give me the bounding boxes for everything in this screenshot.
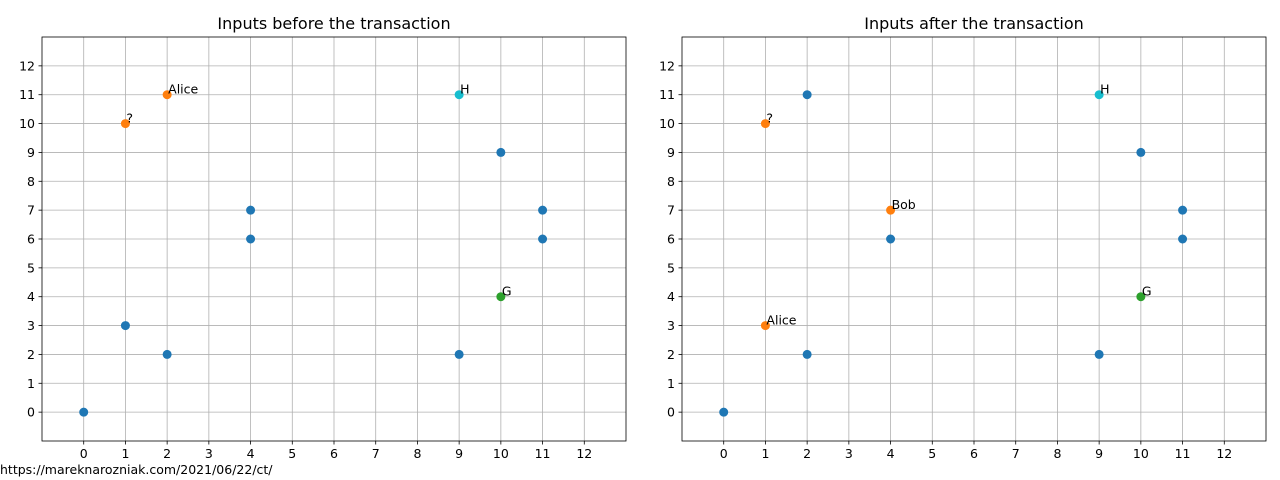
data-point: [120, 321, 130, 331]
x-tick-label: 8: [1053, 446, 1061, 461]
y-tick-label: 4: [667, 289, 675, 304]
point-label: Alice: [766, 313, 796, 328]
y-tick-label: 11: [659, 87, 675, 102]
x-tick-label: 9: [455, 446, 463, 461]
data-point: [1094, 90, 1104, 100]
y-tick-label: 11: [19, 87, 35, 102]
data-point: [162, 90, 172, 100]
data-point: [496, 292, 506, 302]
y-tick-label: 12: [659, 58, 675, 73]
point-label: Bob: [892, 197, 916, 212]
y-tick-label: 6: [27, 232, 35, 247]
x-tick-label: 12: [1216, 446, 1232, 461]
x-tick-label: 4: [887, 446, 895, 461]
x-tick-label: 3: [845, 446, 853, 461]
data-point: [886, 205, 896, 215]
source-url: https://mareknarozniak.com/2021/06/22/ct…: [0, 462, 273, 477]
data-point: [79, 407, 89, 417]
point-label: Alice: [168, 82, 198, 97]
y-tick-label: 10: [19, 116, 35, 131]
y-tick-label: 7: [667, 203, 675, 218]
y-tick-label: 10: [659, 116, 675, 131]
x-tick-label: 12: [576, 446, 592, 461]
data-point: [719, 407, 729, 417]
data-point: [760, 119, 770, 129]
y-tick-label: 3: [27, 318, 35, 333]
y-tick-label: 9: [27, 145, 35, 160]
x-tick-label: 5: [288, 446, 296, 461]
y-tick-label: 2: [667, 347, 675, 362]
y-tick-label: 3: [667, 318, 675, 333]
data-point: [886, 234, 896, 244]
x-tick-label: 2: [163, 446, 171, 461]
data-point: [802, 349, 812, 359]
x-tick-label: 0: [80, 446, 88, 461]
x-tick-label: 0: [720, 446, 728, 461]
data-point: [1094, 349, 1104, 359]
point-label: H: [460, 82, 469, 97]
point-label: ?: [126, 111, 133, 126]
x-tick-label: 6: [970, 446, 978, 461]
data-point: [496, 147, 506, 157]
x-tick-label: 5: [928, 446, 936, 461]
x-tick-label: 11: [1175, 446, 1191, 461]
y-tick-label: 1: [27, 376, 35, 391]
chart-title: Inputs before the transaction: [217, 14, 450, 33]
y-tick-label: 4: [27, 289, 35, 304]
data-point: [246, 205, 256, 215]
x-tick-label: 6: [330, 446, 338, 461]
y-tick-label: 2: [27, 347, 35, 362]
x-tick-label: 7: [372, 446, 380, 461]
data-point: [1178, 234, 1188, 244]
data-point: [1136, 292, 1146, 302]
point-label: G: [1142, 284, 1152, 299]
point-label: ?: [766, 111, 773, 126]
data-point: [538, 205, 548, 215]
y-tick-label: 9: [667, 145, 675, 160]
x-tick-label: 1: [121, 446, 129, 461]
y-tick-label: 0: [667, 405, 675, 420]
x-tick-label: 4: [247, 446, 255, 461]
chart-title: Inputs after the transaction: [864, 14, 1084, 33]
point-label: H: [1100, 82, 1109, 97]
y-tick-label: 12: [19, 58, 35, 73]
point-label: G: [502, 284, 512, 299]
data-point: [802, 90, 812, 100]
x-tick-label: 3: [205, 446, 213, 461]
data-point: [760, 321, 770, 331]
y-tick-label: 5: [27, 260, 35, 275]
data-point: [454, 90, 464, 100]
y-tick-label: 8: [27, 174, 35, 189]
data-point: [246, 234, 256, 244]
data-point: [454, 349, 464, 359]
y-tick-label: 5: [667, 260, 675, 275]
x-tick-label: 8: [413, 446, 421, 461]
x-tick-label: 10: [1133, 446, 1149, 461]
data-point: [1178, 205, 1188, 215]
x-tick-label: 9: [1095, 446, 1103, 461]
data-point: [538, 234, 548, 244]
y-tick-label: 0: [27, 405, 35, 420]
y-tick-label: 1: [667, 376, 675, 391]
x-tick-label: 2: [803, 446, 811, 461]
data-point: [162, 349, 172, 359]
x-tick-label: 10: [493, 446, 509, 461]
data-point: [1136, 147, 1146, 157]
data-point: [120, 119, 130, 129]
x-tick-label: 7: [1012, 446, 1020, 461]
x-tick-label: 1: [761, 446, 769, 461]
y-tick-label: 6: [667, 232, 675, 247]
y-tick-label: 7: [27, 203, 35, 218]
y-tick-label: 8: [667, 174, 675, 189]
x-tick-label: 11: [535, 446, 551, 461]
